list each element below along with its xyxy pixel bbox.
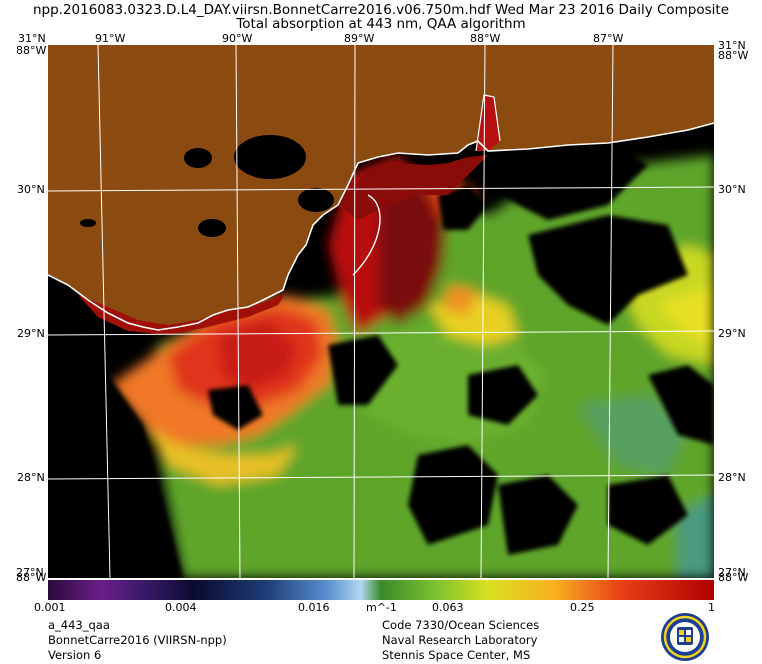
colorbar-tick-0016: 0.016 — [298, 601, 330, 614]
corner-lon-top-right: 88°W — [718, 49, 749, 62]
lat-label-29n-right: 29°N — [718, 327, 746, 340]
org-location: Stennis Space Center, MS — [382, 648, 531, 662]
coastal-red-west — [78, 293, 286, 335]
map-title: npp.2016083.0323.D.L4_DAY.viirsn.BonnetC… — [32, 2, 730, 18]
coastline — [48, 122, 714, 331]
lon-label-91w: 91°W — [95, 32, 126, 45]
lat-label-30n-right: 30°N — [718, 183, 746, 196]
nodata-patches — [48, 135, 714, 578]
lon-label-88w: 88°W — [470, 32, 501, 45]
land — [48, 45, 714, 330]
colorbar — [48, 580, 714, 600]
region-sensor: BonnetCarre2016 (VIIRSN-npp) — [48, 633, 227, 647]
lat-label-28n-left: 28°N — [17, 471, 45, 484]
org-name: Naval Research Laboratory — [382, 633, 538, 647]
lake-maurepas — [184, 148, 212, 168]
lon-label-87w: 87°W — [593, 32, 624, 45]
lat-label-28n-right: 28°N — [718, 471, 746, 484]
lat-label-27n-right: 27°N — [718, 566, 746, 579]
coastal-red — [338, 155, 488, 220]
nrl-seal-icon — [661, 613, 709, 661]
colorbar-tick-0063: 0.063 — [432, 601, 464, 614]
lake-borgne — [298, 188, 334, 212]
colorbar-tick-0001: 0.001 — [34, 601, 66, 614]
lake-pontchartrain — [234, 135, 306, 179]
lat-label-27n-left: 27°N — [16, 566, 44, 579]
corner-lon-bottom-left: 88°W — [16, 571, 47, 584]
lon-label-89w: 89°W — [344, 32, 375, 45]
absorption-map — [48, 45, 714, 578]
coastline-mobile-bay — [475, 94, 501, 152]
corner-lon-top-left: 88°W — [16, 44, 47, 57]
lake-salvador — [198, 219, 226, 237]
org-code: Code 7330/Ocean Sciences — [382, 618, 540, 632]
product-name: a_443_qaa — [48, 618, 110, 632]
version: Version 6 — [48, 648, 102, 662]
map-subtitle: Total absorption at 443 nm, QAA algorith… — [236, 16, 526, 32]
lat-label-30n-left: 30°N — [17, 183, 45, 196]
colorbar-tick-1: 1 — [708, 601, 715, 614]
lat-label-top-left: 31°N — [18, 32, 46, 45]
graticule — [48, 45, 714, 578]
lake-west — [80, 219, 96, 227]
colorbar-gradient — [48, 580, 714, 600]
corner-lon-bottom-right: 88°W — [718, 571, 749, 584]
lat-label-29n-left: 29°N — [17, 327, 45, 340]
colorbar-tick-0004: 0.004 — [165, 601, 197, 614]
lat-label-top-right: 31°N — [718, 39, 746, 52]
mississippi-delta-edge — [352, 194, 381, 276]
colorbar-tick-025: 0.25 — [570, 601, 595, 614]
colorbar-units: m^-1 — [366, 601, 397, 614]
lon-label-90w: 90°W — [222, 32, 253, 45]
